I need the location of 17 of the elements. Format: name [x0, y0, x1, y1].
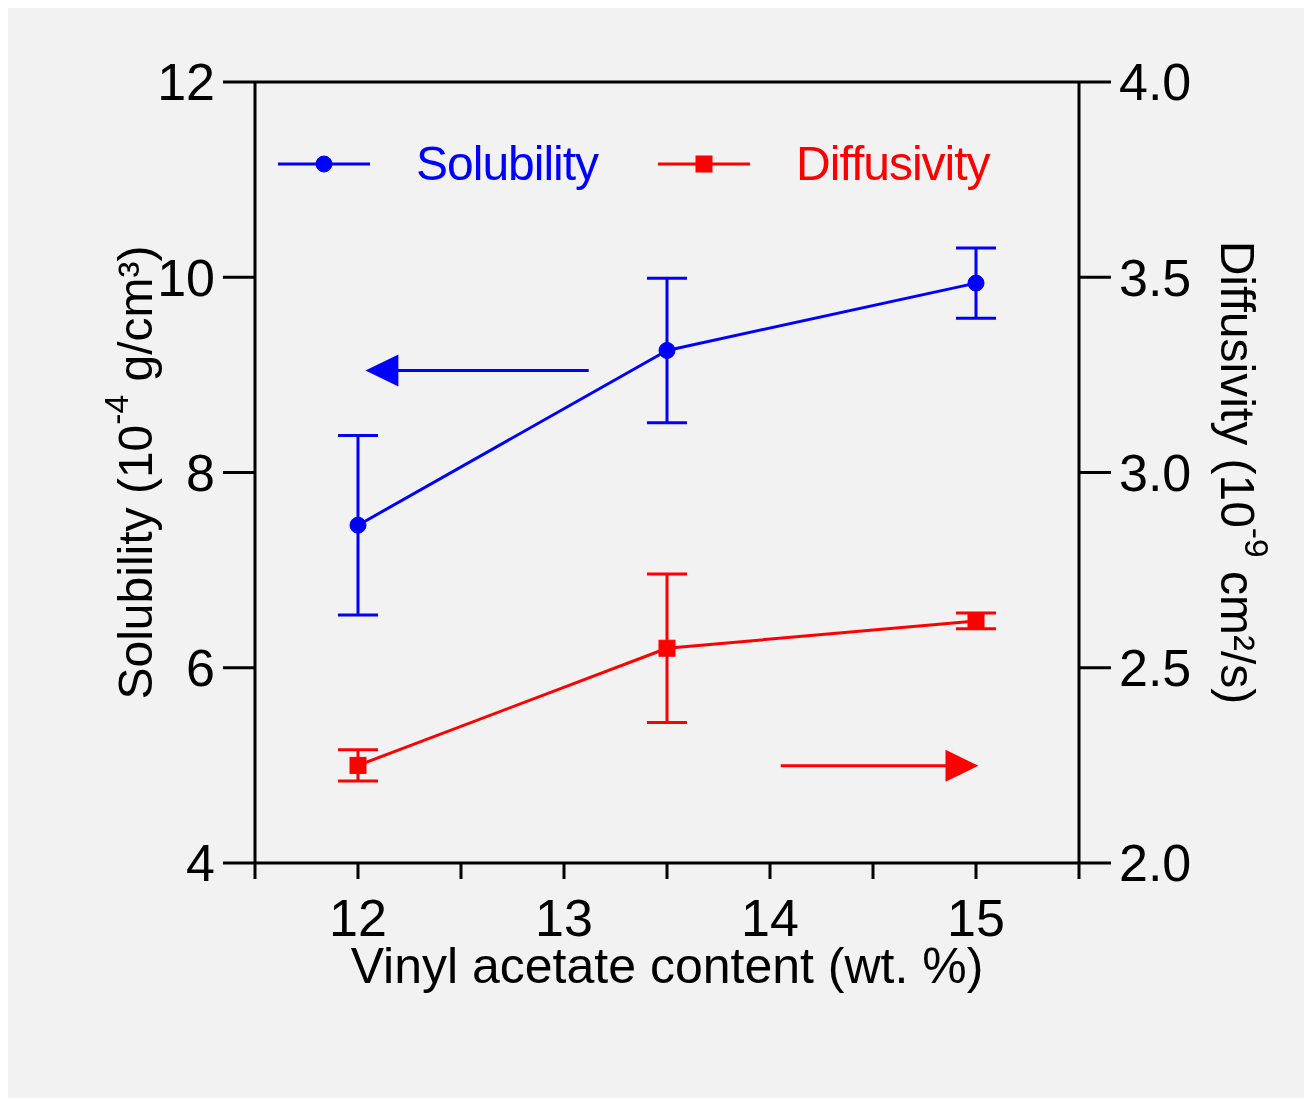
point [349, 756, 367, 774]
y-tick-label: 4 [186, 834, 215, 893]
legend-label: Diffusivity [796, 136, 990, 191]
y2-tick-label: 2.5 [1119, 639, 1192, 698]
point [967, 612, 985, 630]
y-tick-label: 8 [186, 443, 215, 502]
point [658, 639, 676, 657]
y2-tick-label: 2.0 [1119, 834, 1192, 893]
y2-tick-label: 3.5 [1119, 248, 1192, 307]
y2-tick-label: 3.0 [1119, 443, 1192, 502]
point [967, 274, 985, 292]
legend-label: Solubility [416, 136, 599, 191]
point [658, 341, 676, 359]
point [349, 516, 367, 534]
y-tick-label: 6 [186, 639, 215, 698]
y-tick-label: 12 [157, 53, 215, 112]
y2-tick-label: 4.0 [1119, 53, 1192, 112]
